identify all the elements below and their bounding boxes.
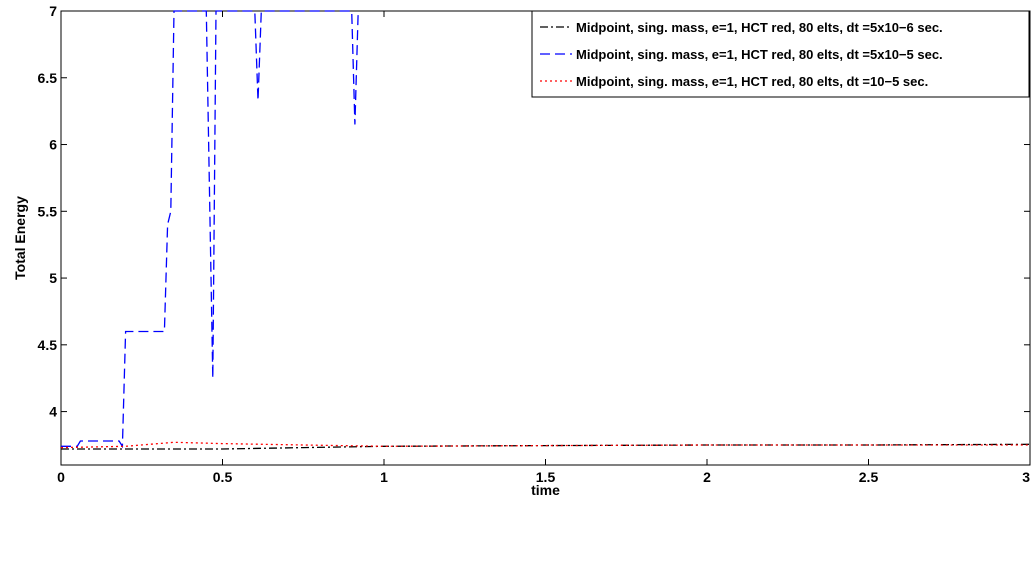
- x-tick-label: 2.5: [859, 469, 879, 485]
- y-tick-label: 6: [49, 137, 57, 153]
- legend: Midpoint, sing. mass, e=1, HCT red, 80 e…: [531, 10, 1030, 98]
- legend-entry: Midpoint, sing. mass, e=1, HCT red, 80 e…: [540, 47, 943, 62]
- legend-label: Midpoint, sing. mass, e=1, HCT red, 80 e…: [576, 47, 943, 62]
- legend-label: Midpoint, sing. mass, e=1, HCT red, 80 e…: [576, 74, 928, 89]
- legend-label: Midpoint, sing. mass, e=1, HCT red, 80 e…: [576, 20, 943, 35]
- series-line: [61, 10, 359, 449]
- y-tick-label: 4: [49, 404, 57, 420]
- legend-box: [531, 10, 1030, 98]
- x-tick-label: 0.5: [213, 469, 233, 485]
- y-tick-label: 7: [49, 3, 57, 19]
- y-tick-label: 5.5: [38, 203, 58, 219]
- x-tick-label: 3: [1022, 469, 1030, 485]
- x-axis-title: time: [531, 482, 560, 498]
- y-tick-label: 5: [49, 270, 57, 286]
- y-axis-title: Total Energy: [12, 196, 28, 280]
- legend-entry: Midpoint, sing. mass, e=1, HCT red, 80 e…: [540, 20, 943, 35]
- x-tick-label: 1.5: [536, 469, 556, 485]
- y-tick-label: 6.5: [38, 70, 58, 86]
- series-line: [61, 441, 1030, 449]
- series-layer: [61, 10, 1030, 450]
- x-tick-label: 0: [57, 469, 65, 485]
- legend-entry: Midpoint, sing. mass, e=1, HCT red, 80 e…: [540, 74, 928, 89]
- x-tick-label: 1: [380, 469, 388, 485]
- ticks-layer: 0 0.5 1 1.5 2 2.5 3 4 4.5 5 5.5 6 6.5 7: [38, 3, 1031, 485]
- x-tick-label: 2: [703, 469, 711, 485]
- y-tick-label: 4.5: [38, 337, 58, 353]
